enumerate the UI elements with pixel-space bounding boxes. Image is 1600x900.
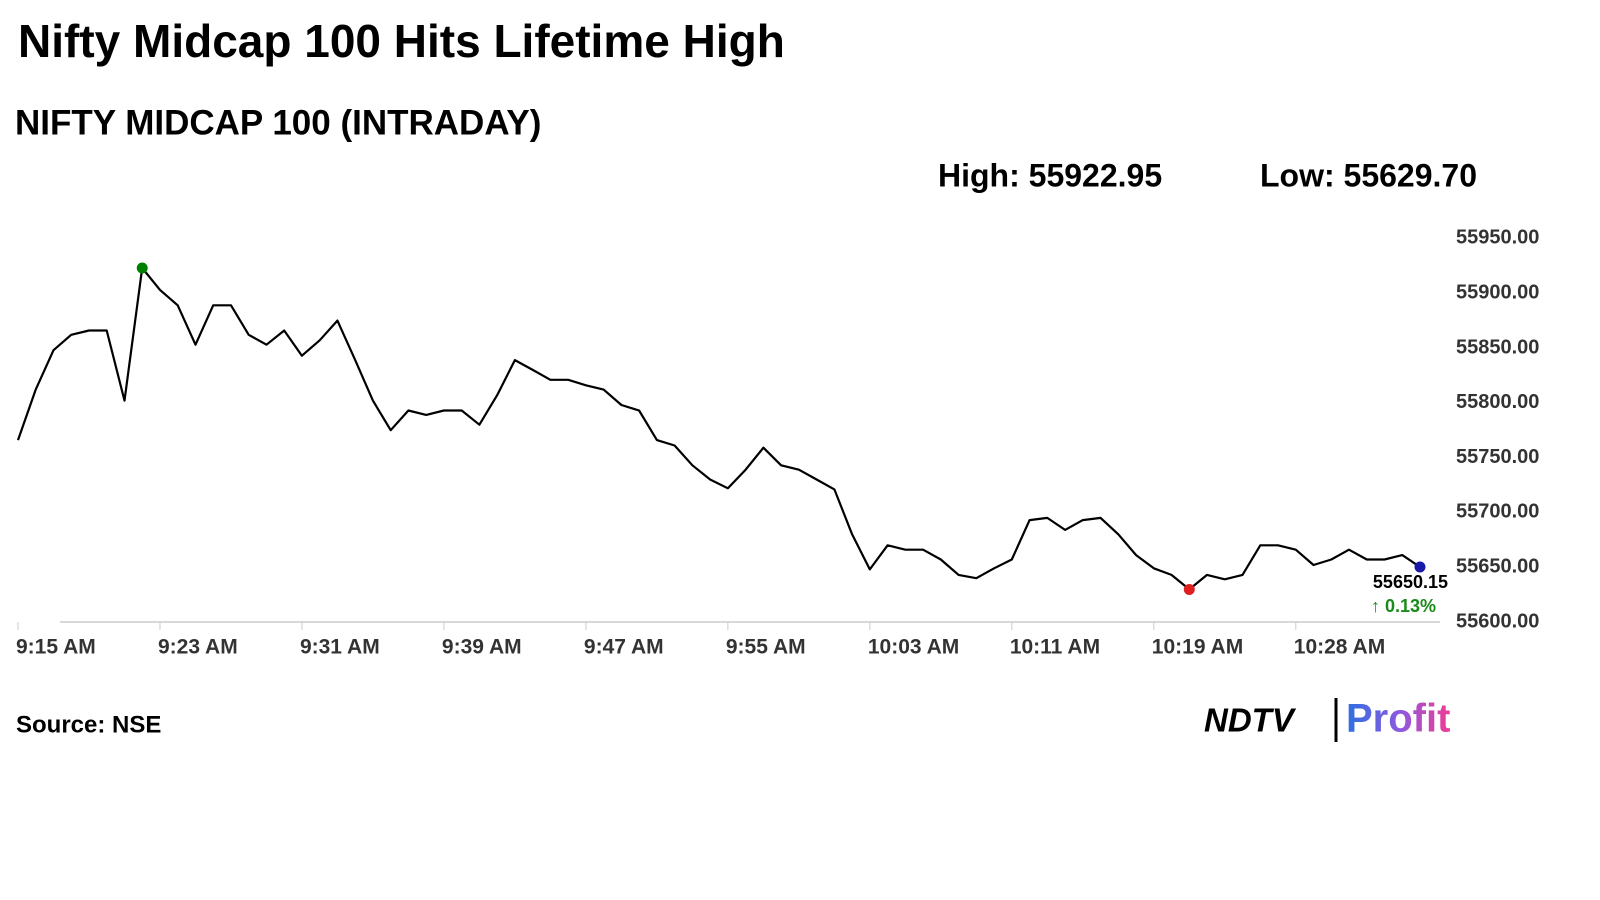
chart-subtitle: NIFTY MIDCAP 100 (INTRADAY) — [15, 103, 541, 142]
low-stat: Low: 55629.70 — [1260, 157, 1477, 193]
x-tick-label: 10:28 AM — [1294, 636, 1385, 659]
x-tick-label: 9:39 AM — [442, 636, 522, 659]
x-tick-label: 10:11 AM — [1010, 636, 1100, 659]
y-tick-label: 55600.00 — [1456, 610, 1539, 632]
x-tick-label: 9:55 AM — [726, 636, 806, 659]
chart-title: Nifty Midcap 100 Hits Lifetime High — [18, 15, 785, 67]
x-tick-label: 10:03 AM — [868, 636, 959, 659]
x-tick-label: 10:19 AM — [1152, 636, 1243, 659]
x-tick-label: 9:47 AM — [584, 636, 664, 659]
price-line — [16, 266, 1421, 591]
logo-profit: Profit — [1346, 697, 1450, 741]
x-tick-label: 9:15 AM — [16, 636, 96, 659]
y-tick-label: 55750.00 — [1456, 446, 1539, 468]
change-label: ↑ 0.13% — [1371, 596, 1436, 616]
y-tick-label: 55850.00 — [1456, 336, 1539, 358]
y-tick-label: 55650.00 — [1456, 555, 1539, 577]
y-tick-label: 55800.00 — [1456, 391, 1539, 413]
y-tick-label: 55950.00 — [1456, 227, 1539, 249]
high-stat: High: 55922.95 — [938, 157, 1162, 193]
high-marker — [136, 262, 148, 274]
logo-ndtv: NDTV — [1204, 702, 1297, 739]
y-tick-label: 55900.00 — [1456, 281, 1539, 303]
source: Source: NSE — [16, 711, 161, 738]
low-marker — [1183, 583, 1195, 595]
x-tick-label: 9:31 AM — [300, 636, 380, 659]
y-tick-label: 55700.00 — [1456, 501, 1539, 523]
x-tick-label: 9:23 AM — [158, 636, 238, 659]
last-value-label: 55650.15 — [1373, 572, 1448, 592]
last-marker — [1414, 561, 1426, 573]
